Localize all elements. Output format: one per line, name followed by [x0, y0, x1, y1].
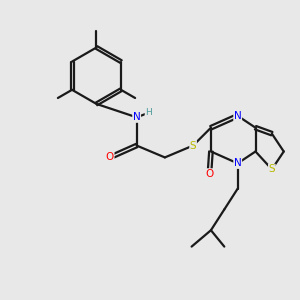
- Text: S: S: [190, 140, 196, 151]
- Text: H: H: [145, 108, 152, 117]
- Text: N: N: [234, 158, 242, 168]
- Text: O: O: [205, 169, 214, 179]
- Text: O: O: [106, 152, 114, 162]
- Text: S: S: [268, 164, 275, 174]
- Text: N: N: [133, 112, 140, 122]
- Text: N: N: [234, 111, 242, 121]
